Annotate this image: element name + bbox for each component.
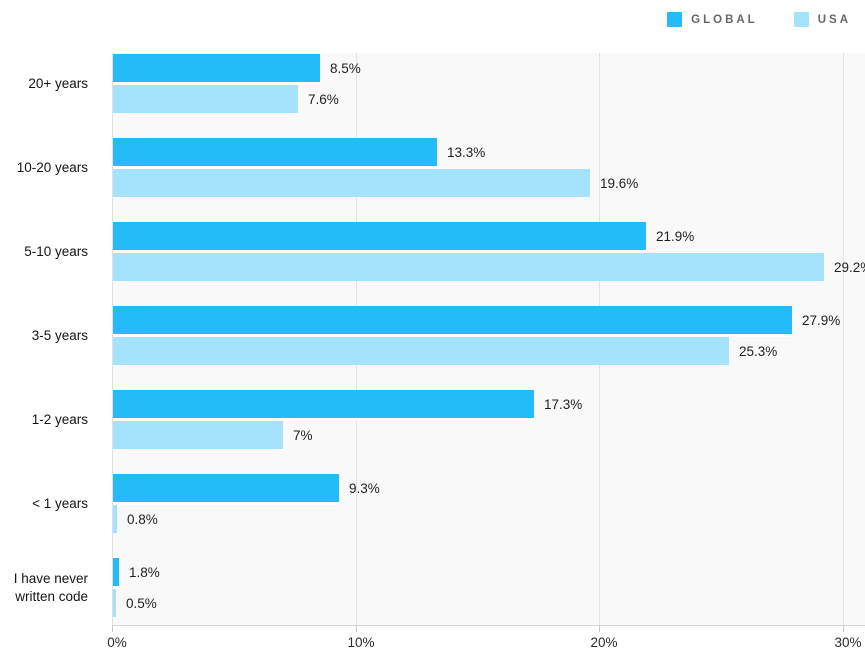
value-label-usa-2: 29.2% <box>834 259 865 275</box>
x-axis-tick-label-20: 20% <box>590 635 618 650</box>
bar-usa-2 <box>113 253 824 281</box>
bar-usa-1 <box>113 169 590 197</box>
bar-global-3 <box>113 306 792 337</box>
value-label-global-1: 13.3% <box>447 144 486 160</box>
bar-global-6 <box>113 558 119 589</box>
category-label-0: 20+ years <box>28 75 88 91</box>
x-axis-tick-10 <box>356 626 357 632</box>
value-label-global-4: 17.3% <box>544 396 583 412</box>
category-label-6: I have never written code <box>13 570 88 604</box>
x-axis-tick-20 <box>599 626 600 632</box>
x-axis-tick-30 <box>843 626 844 632</box>
bar-global-5 <box>113 474 339 505</box>
legend-usa-swatch-icon <box>793 12 809 27</box>
legend-item-usa[interactable]: USA <box>793 12 851 27</box>
bar-usa-0 <box>113 85 298 113</box>
value-label-usa-1: 19.6% <box>600 175 639 191</box>
value-label-usa-3: 25.3% <box>739 343 778 359</box>
value-label-global-6: 1.8% <box>129 564 160 580</box>
bar-usa-5 <box>113 505 117 533</box>
category-label-4: 1-2 years <box>31 411 88 427</box>
bar-usa-6 <box>113 589 116 617</box>
value-label-global-0: 8.5% <box>330 60 361 76</box>
value-label-usa-6: 0.5% <box>126 595 157 611</box>
category-label-2: 5-10 years <box>24 243 88 259</box>
value-label-global-2: 21.9% <box>656 228 695 244</box>
bar-usa-4 <box>113 421 283 449</box>
category-label-1: 10-20 years <box>16 159 88 175</box>
category-label-3: 3-5 years <box>31 327 88 343</box>
x-axis-tick-label-30: 30% <box>834 635 862 650</box>
legend-global-swatch-icon <box>667 12 683 27</box>
value-label-usa-0: 7.6% <box>308 91 339 107</box>
value-label-usa-4: 7% <box>293 427 313 443</box>
gridline-30 <box>843 53 844 625</box>
legend: GLOBAL USA <box>667 12 851 27</box>
x-axis-tick-label-10: 10% <box>347 635 375 650</box>
bar-global-0 <box>113 54 320 85</box>
legend-global-label: GLOBAL <box>691 13 758 26</box>
value-label-global-3: 27.9% <box>802 312 841 328</box>
legend-usa-label: USA <box>817 13 851 26</box>
legend-item-global[interactable]: GLOBAL <box>667 12 758 27</box>
bar-global-4 <box>113 390 534 421</box>
value-label-usa-5: 0.8% <box>127 511 158 527</box>
bar-global-2 <box>113 222 646 253</box>
category-label-5: < 1 years <box>32 495 88 511</box>
bar-global-1 <box>113 138 437 169</box>
bar-usa-3 <box>113 337 729 365</box>
plot-area: 8.5% 7.6% 13.3% 19.6% 21.9% 29.2% 27.9% 25.3% 17… <box>112 53 865 626</box>
x-axis-tick-0 <box>112 626 113 632</box>
value-label-global-5: 9.3% <box>349 480 380 496</box>
x-axis-tick-label-0: 0% <box>107 635 127 650</box>
